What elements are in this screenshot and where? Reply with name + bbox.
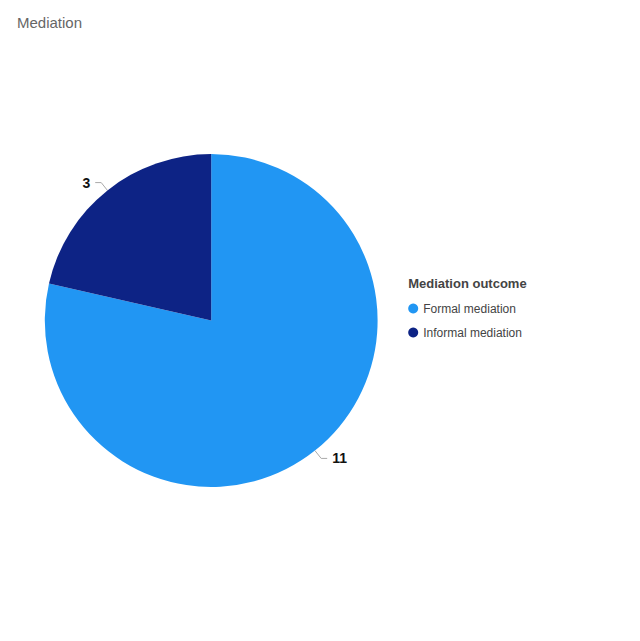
svg-text:Mediation outcome: Mediation outcome — [408, 276, 526, 291]
svg-text:3: 3 — [82, 175, 90, 191]
svg-text:Formal mediation: Formal mediation — [423, 302, 516, 316]
svg-text:Informal mediation: Informal mediation — [423, 326, 522, 340]
svg-text:11: 11 — [332, 450, 347, 466]
svg-text:Mediation: Mediation — [17, 14, 82, 31]
